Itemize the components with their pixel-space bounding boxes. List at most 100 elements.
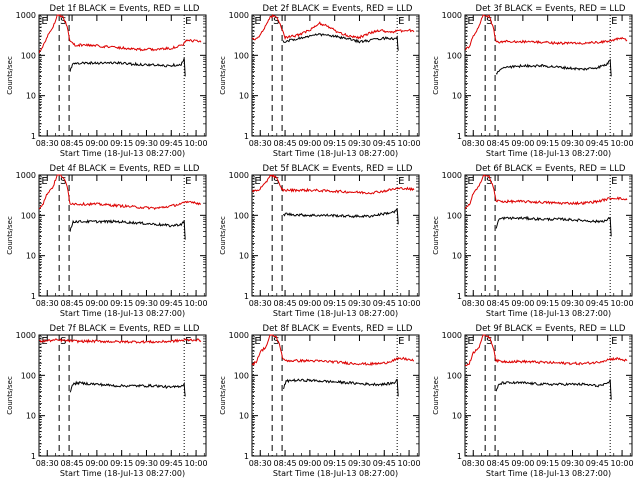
x-axis-label: Start Time (18-Jul-13 08:27:00) xyxy=(60,469,185,478)
x-tick-label: 08:45 xyxy=(487,459,510,468)
x-tick-label: 09:15 xyxy=(110,299,133,308)
x-tick-label: 10:00 xyxy=(185,299,208,308)
x-tick-label: 09:30 xyxy=(348,139,371,148)
y-tick-label: 1 xyxy=(457,292,462,301)
panel-title: Det 8f BLACK = Events, RED = LLD xyxy=(263,324,413,334)
y-axis-label: Counts/sec xyxy=(219,216,227,255)
marker-label: E xyxy=(611,336,617,347)
panel-title: Det 7f BLACK = Events, RED = LLD xyxy=(50,324,200,334)
y-tick-label: 100 xyxy=(21,51,36,60)
panel-det-6: Det 6f BLACK = Events, RED = LLD 1 10 100 10… xyxy=(432,164,634,318)
x-tick-label: 09:00 xyxy=(85,459,108,468)
x-tick-label: 09:30 xyxy=(135,139,158,148)
y-tick-label: 10 xyxy=(239,412,249,421)
y-tick-label: 10 xyxy=(452,252,462,261)
x-tick-label: 09:15 xyxy=(110,459,133,468)
y-tick-label: 100 xyxy=(447,211,462,220)
x-tick-label: 10:00 xyxy=(398,459,421,468)
panel-title: Det 1f BLACK = Events, RED = LLD xyxy=(50,4,200,14)
x-tick-label: 09:15 xyxy=(323,139,346,148)
marker-label: S xyxy=(486,176,492,187)
plot-frame xyxy=(38,174,207,297)
panel-title: Det 4f BLACK = Events, RED = LLD xyxy=(50,164,200,174)
series-events-line xyxy=(495,215,612,237)
y-tick-label: 1 xyxy=(457,132,462,141)
series-lld-line xyxy=(464,334,628,367)
x-tick-label: 08:30 xyxy=(36,139,59,148)
plot-frame xyxy=(464,174,633,297)
plot-frame xyxy=(251,174,420,297)
panel-title: Det 2f BLACK = Events, RED = LLD xyxy=(263,4,413,14)
series-lld-line xyxy=(464,174,628,210)
marker-label: E xyxy=(254,336,260,347)
plot-frame xyxy=(38,334,207,457)
marker-label: E xyxy=(467,16,473,27)
y-tick-label: 1000 xyxy=(442,11,462,20)
x-tick-label: 09:00 xyxy=(298,299,321,308)
marker-label: E xyxy=(254,16,260,27)
marker-label: E xyxy=(254,176,260,187)
y-tick-label: 1000 xyxy=(16,171,36,180)
x-tick-label: 09:00 xyxy=(511,139,534,148)
y-axis-label: Counts/sec xyxy=(6,376,14,415)
plot-frame xyxy=(251,14,420,137)
series-events-line xyxy=(69,58,186,77)
series-lld-line xyxy=(464,14,628,51)
x-tick-label: 09:30 xyxy=(561,299,584,308)
marker-label: E xyxy=(185,16,191,27)
y-tick-label: 10 xyxy=(26,252,36,261)
x-tick-label: 09:45 xyxy=(373,139,396,148)
x-tick-label: 09:45 xyxy=(586,139,609,148)
y-tick-label: 1 xyxy=(31,452,36,461)
x-axis-label: Start Time (18-Jul-13 08:27:00) xyxy=(273,309,398,318)
marker-label: E xyxy=(185,176,191,187)
x-tick-label: 09:15 xyxy=(536,139,559,148)
y-tick-label: 10 xyxy=(452,412,462,421)
x-tick-label: 09:45 xyxy=(160,459,183,468)
x-tick-label: 09:30 xyxy=(135,299,158,308)
x-tick-label: 09:00 xyxy=(298,139,321,148)
y-tick-label: 1000 xyxy=(442,331,462,340)
y-tick-label: 1 xyxy=(244,452,249,461)
series-events-line xyxy=(495,379,612,400)
y-tick-label: 10 xyxy=(26,412,36,421)
y-axis-label: Counts/sec xyxy=(6,216,14,255)
marker-label: E xyxy=(611,16,617,27)
panel-title: Det 3f BLACK = Events, RED = LLD xyxy=(476,4,626,14)
x-tick-label: 08:45 xyxy=(274,299,297,308)
x-axis-label: Start Time (18-Jul-13 08:27:00) xyxy=(60,309,185,318)
y-tick-label: 1000 xyxy=(16,11,36,20)
panel-title: Det 9f BLACK = Events, RED = LLD xyxy=(476,324,626,334)
marker-label: E xyxy=(398,336,404,347)
x-tick-label: 09:15 xyxy=(323,459,346,468)
y-tick-label: 10 xyxy=(239,92,249,101)
x-tick-label: 09:00 xyxy=(511,459,534,468)
marker-label: E xyxy=(398,16,404,27)
x-tick-label: 08:45 xyxy=(274,459,297,468)
x-axis-label: Start Time (18-Jul-13 08:27:00) xyxy=(486,309,611,318)
plot-frame xyxy=(38,14,207,137)
y-tick-label: 10 xyxy=(239,252,249,261)
x-tick-label: 09:30 xyxy=(561,139,584,148)
series-events-line xyxy=(69,380,186,397)
x-tick-label: 10:00 xyxy=(185,459,208,468)
x-tick-label: 10:00 xyxy=(398,299,421,308)
x-tick-label: 09:45 xyxy=(373,299,396,308)
marker-label: E xyxy=(185,336,191,347)
series-events-line xyxy=(69,219,186,240)
y-tick-label: 100 xyxy=(447,371,462,380)
x-tick-label: 09:15 xyxy=(536,459,559,468)
series-events-line xyxy=(282,32,399,51)
series-lld-line xyxy=(252,13,415,41)
y-tick-label: 100 xyxy=(234,211,249,220)
y-tick-label: 1 xyxy=(31,132,36,141)
x-tick-label: 08:30 xyxy=(462,299,485,308)
y-tick-label: 1000 xyxy=(442,171,462,180)
x-tick-label: 09:00 xyxy=(85,299,108,308)
marker-label: E xyxy=(41,176,47,187)
marker-label: S xyxy=(273,176,279,187)
x-tick-label: 08:45 xyxy=(61,459,84,468)
plot-frame xyxy=(464,334,633,457)
panel-det-5: Det 5f BLACK = Events, RED = LLD 1 10 100 10… xyxy=(219,164,421,318)
